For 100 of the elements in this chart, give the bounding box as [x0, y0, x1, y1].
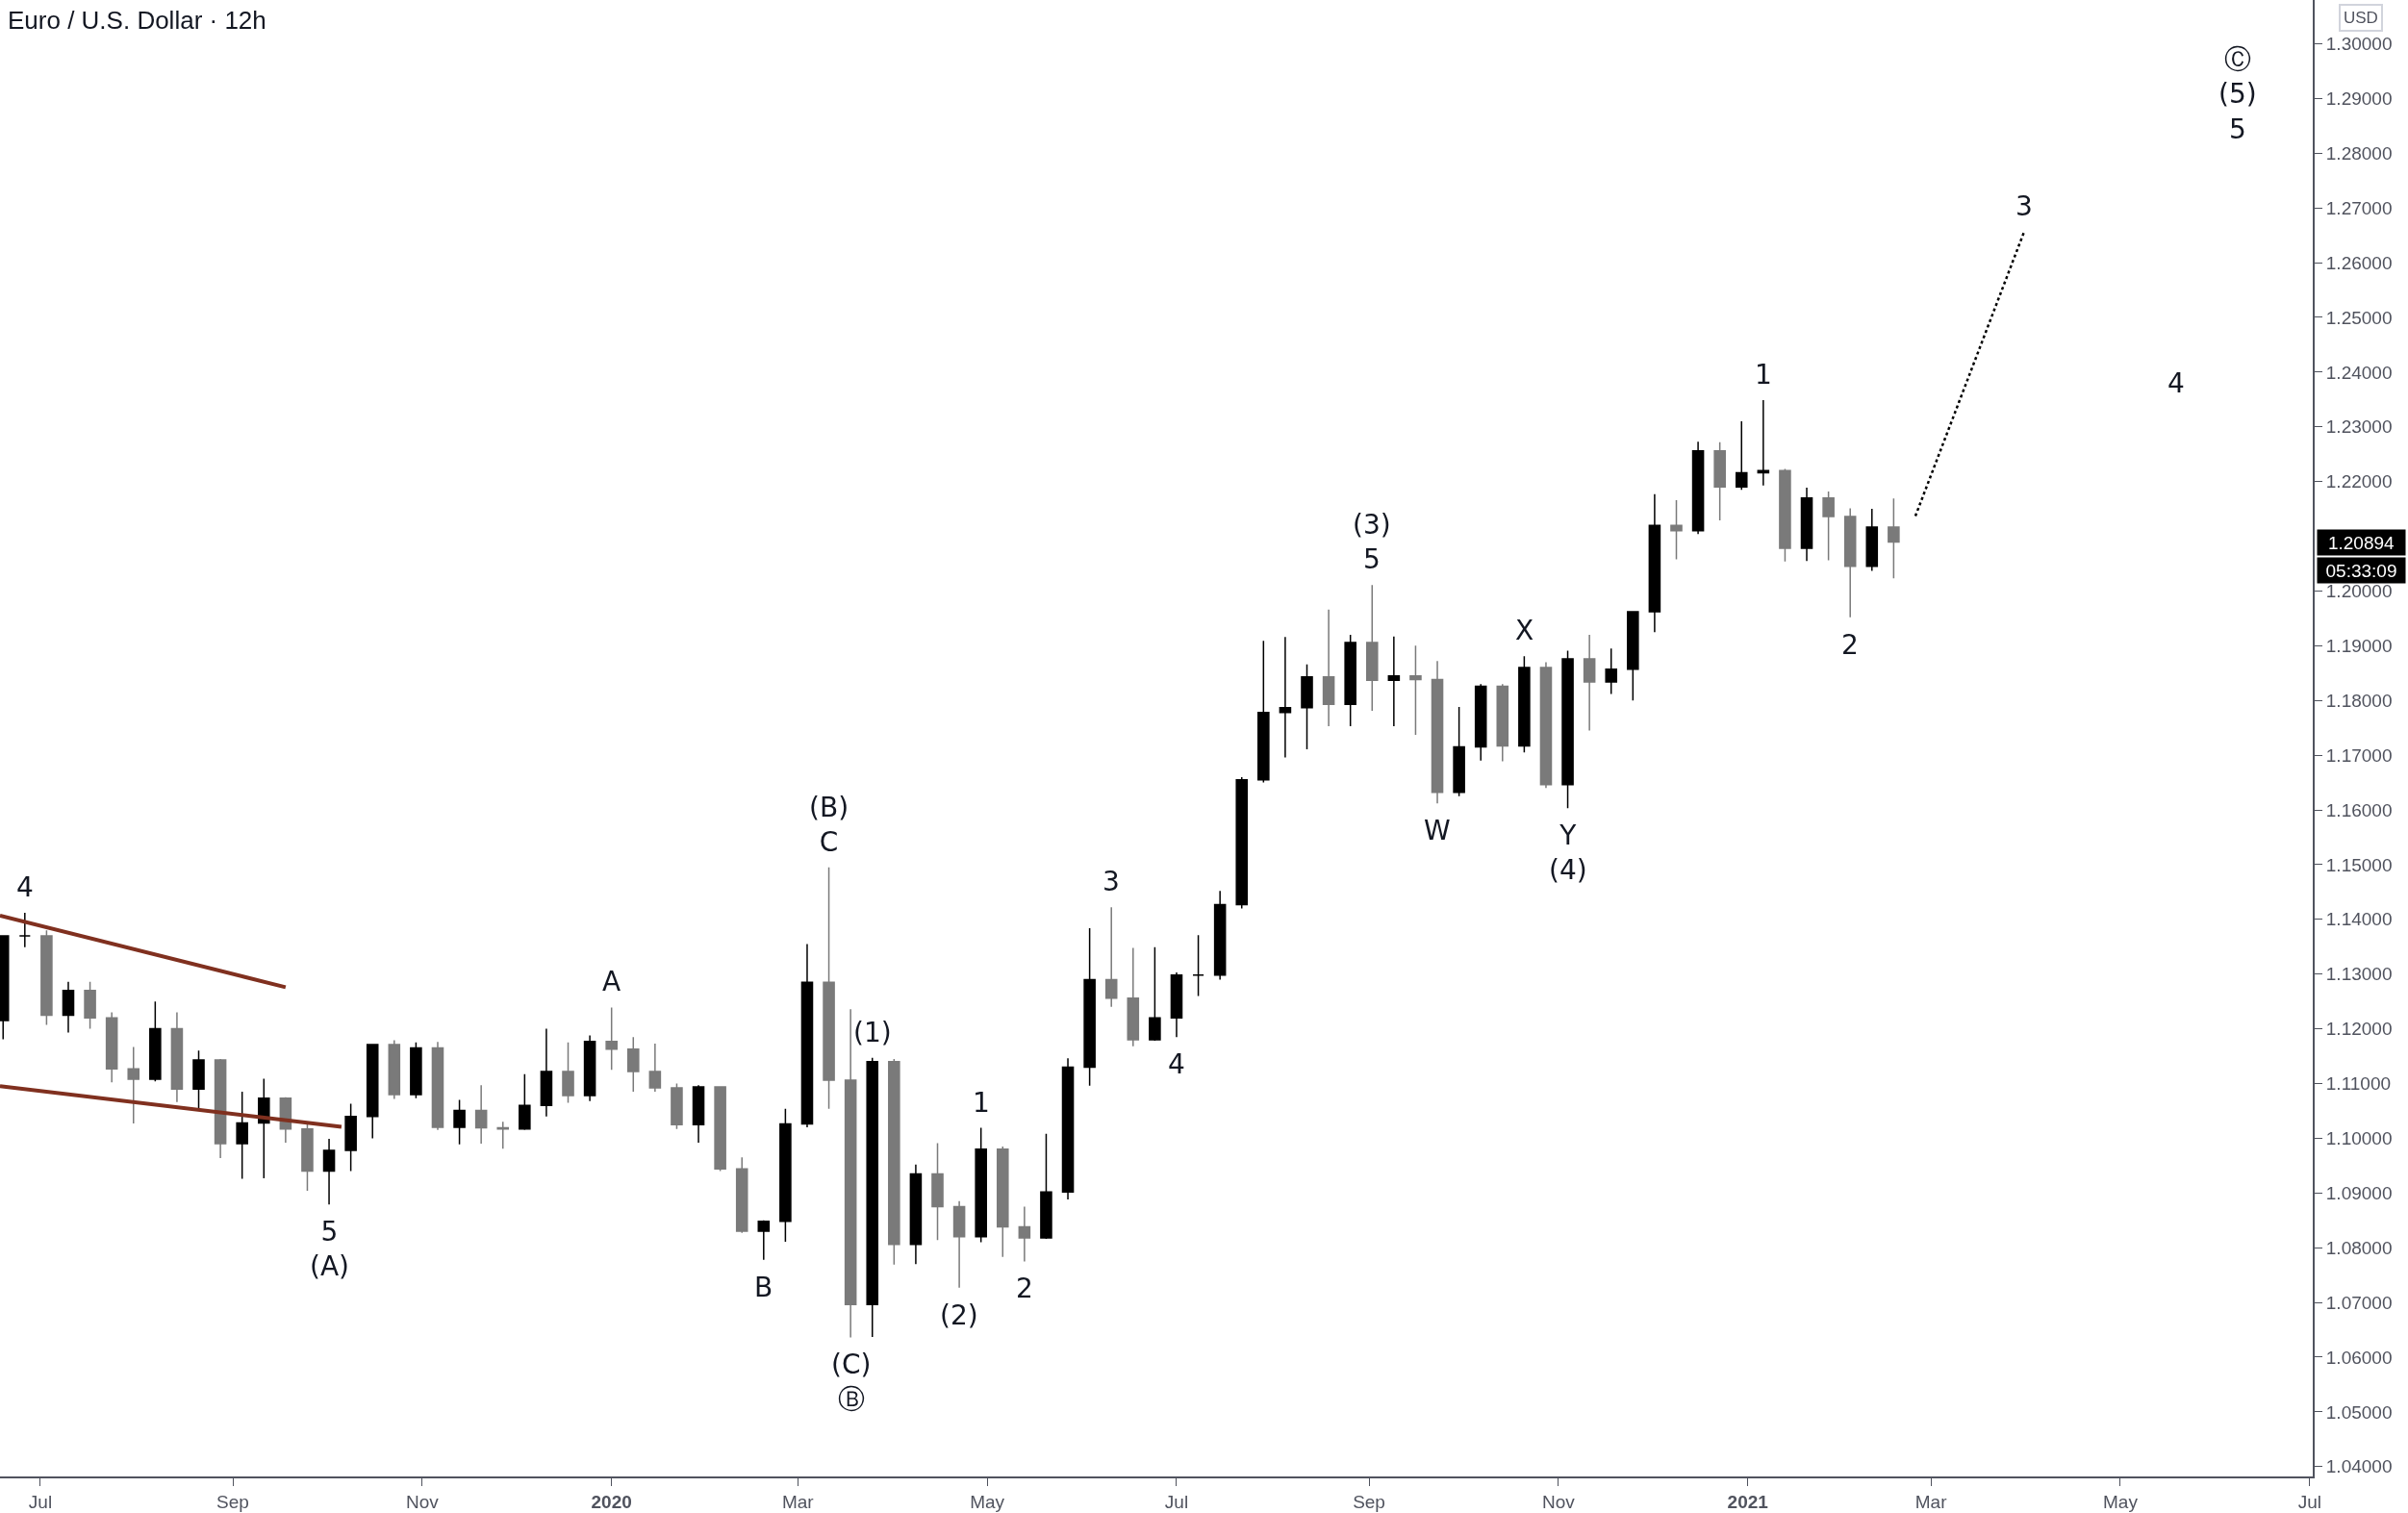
candlestick [388, 1039, 401, 1100]
annotation: (B) C [809, 792, 849, 859]
candlestick [823, 867, 835, 1110]
candlestick [1713, 441, 1726, 521]
candlestick [952, 1200, 966, 1289]
y-tick-label: 1.22000 [2325, 471, 2393, 492]
candlestick [1670, 499, 1683, 561]
x-tick-label: Jul [1164, 1491, 1189, 1512]
candlestick [1301, 663, 1313, 750]
annotation: 5 (A) [310, 1216, 350, 1283]
candlestick [1061, 1057, 1075, 1200]
x-tick-label: Jul [2297, 1491, 2321, 1512]
candlestick [519, 1073, 531, 1131]
candlestick [1279, 636, 1292, 759]
chart-title: Euro / U.S. Dollar · 12h [8, 6, 266, 35]
candlestick [431, 1041, 444, 1131]
annotation: 1 [1755, 359, 1772, 391]
candlestick [1627, 610, 1639, 701]
candlestick [648, 1043, 662, 1093]
candlestick [1822, 491, 1835, 562]
x-tick-label: Sep [1353, 1491, 1385, 1512]
annotation: (2) [940, 1299, 978, 1331]
annotation: (3) 5 [1353, 509, 1391, 576]
candlestick [236, 1091, 248, 1180]
candlestick [1149, 946, 1161, 1042]
candlestick [322, 1138, 336, 1205]
y-tick-label: 1.17000 [2325, 744, 2393, 766]
candlestick [671, 1082, 683, 1130]
y-tick-label: 1.09000 [2325, 1182, 2393, 1203]
candlestick [1888, 497, 1900, 580]
candlestick [975, 1126, 987, 1244]
y-tick-label: 1.08000 [2325, 1237, 2393, 1258]
annotation: 4 [1168, 1048, 1185, 1080]
candlestick [84, 980, 96, 1030]
x-tick-label: May [2102, 1491, 2139, 1512]
candlestick [692, 1084, 705, 1144]
candlestick [1235, 776, 1249, 910]
candlestick [170, 1011, 184, 1103]
candlestick [474, 1084, 488, 1145]
annotation: (C) Ⓑ [831, 1349, 872, 1416]
candlestick [626, 1036, 640, 1093]
candlestick [1170, 971, 1183, 1038]
candlestick [1322, 609, 1335, 727]
x-tick-label: Jul [28, 1491, 53, 1512]
y-tick-label: 1.10000 [2325, 1128, 2393, 1149]
candlestick [1648, 493, 1661, 633]
candlestick [1561, 649, 1574, 810]
candlestick [1779, 467, 1791, 563]
candlestick [1605, 647, 1618, 695]
candlestick [1083, 927, 1096, 1087]
annotation: 1 [973, 1087, 990, 1119]
candlestick [1257, 640, 1270, 784]
candlestick [779, 1107, 792, 1243]
candlestick [1691, 441, 1705, 536]
candlestick [1431, 660, 1444, 804]
annotation: Y (4) [1549, 820, 1587, 887]
candlestick [800, 943, 814, 1128]
text: 05:33:09 [2325, 560, 2397, 581]
candlestick [301, 1122, 314, 1192]
y-tick-label: 1.20000 [2325, 581, 2393, 602]
y-tick-label: 1.30000 [2325, 34, 2393, 55]
x-tick-label: Mar [1914, 1491, 1948, 1512]
y-tick-label: 1.04000 [2325, 1456, 2393, 1477]
y-tick-label: 1.11000 [2325, 1073, 2392, 1095]
y-tick-label: 1.25000 [2325, 307, 2393, 328]
candlestick [1496, 683, 1509, 763]
candlestick [909, 1163, 923, 1265]
y-tick-label: 1.28000 [2325, 142, 2393, 164]
candlestick [1474, 683, 1487, 762]
x-tick-label: Nov [405, 1491, 440, 1512]
y-tick-label: 1.15000 [2325, 854, 2393, 875]
candlestick [214, 1058, 227, 1159]
candlestick [453, 1098, 466, 1146]
text: USD [2344, 9, 2378, 27]
y-tick-label: 1.18000 [2325, 690, 2393, 711]
candlestick [366, 1043, 379, 1140]
y-tick-label: 1.06000 [2325, 1347, 2393, 1368]
candlestick [1344, 634, 1356, 727]
annotation: Ⓒ (5) 5 [2218, 43, 2257, 145]
candlestick [1018, 1205, 1031, 1263]
candlestick [127, 1046, 140, 1124]
candlestick [931, 1142, 944, 1241]
x-tick-label: Mar [781, 1491, 815, 1512]
y-tick-label: 1.14000 [2325, 909, 2393, 930]
y-tick-label: 1.23000 [2325, 416, 2393, 438]
candlestick [192, 1049, 205, 1111]
candlestick [540, 1027, 553, 1118]
annotation: 3 [1103, 866, 1120, 897]
annotation: (1) [853, 1017, 892, 1048]
candlestick [1843, 507, 1857, 618]
candlestick [1583, 634, 1596, 732]
annotation: 2 [1016, 1273, 1033, 1304]
candlestick [1539, 661, 1553, 790]
candlestick [1387, 635, 1401, 727]
candlestick [1040, 1133, 1052, 1240]
y-tick-label: 1.19000 [2325, 636, 2393, 656]
y-tick-label: 1.24000 [2325, 362, 2393, 383]
x-tick-label: 2020 [591, 1491, 632, 1512]
candlestick [1409, 644, 1422, 736]
annotation: 3 [2015, 190, 2033, 222]
